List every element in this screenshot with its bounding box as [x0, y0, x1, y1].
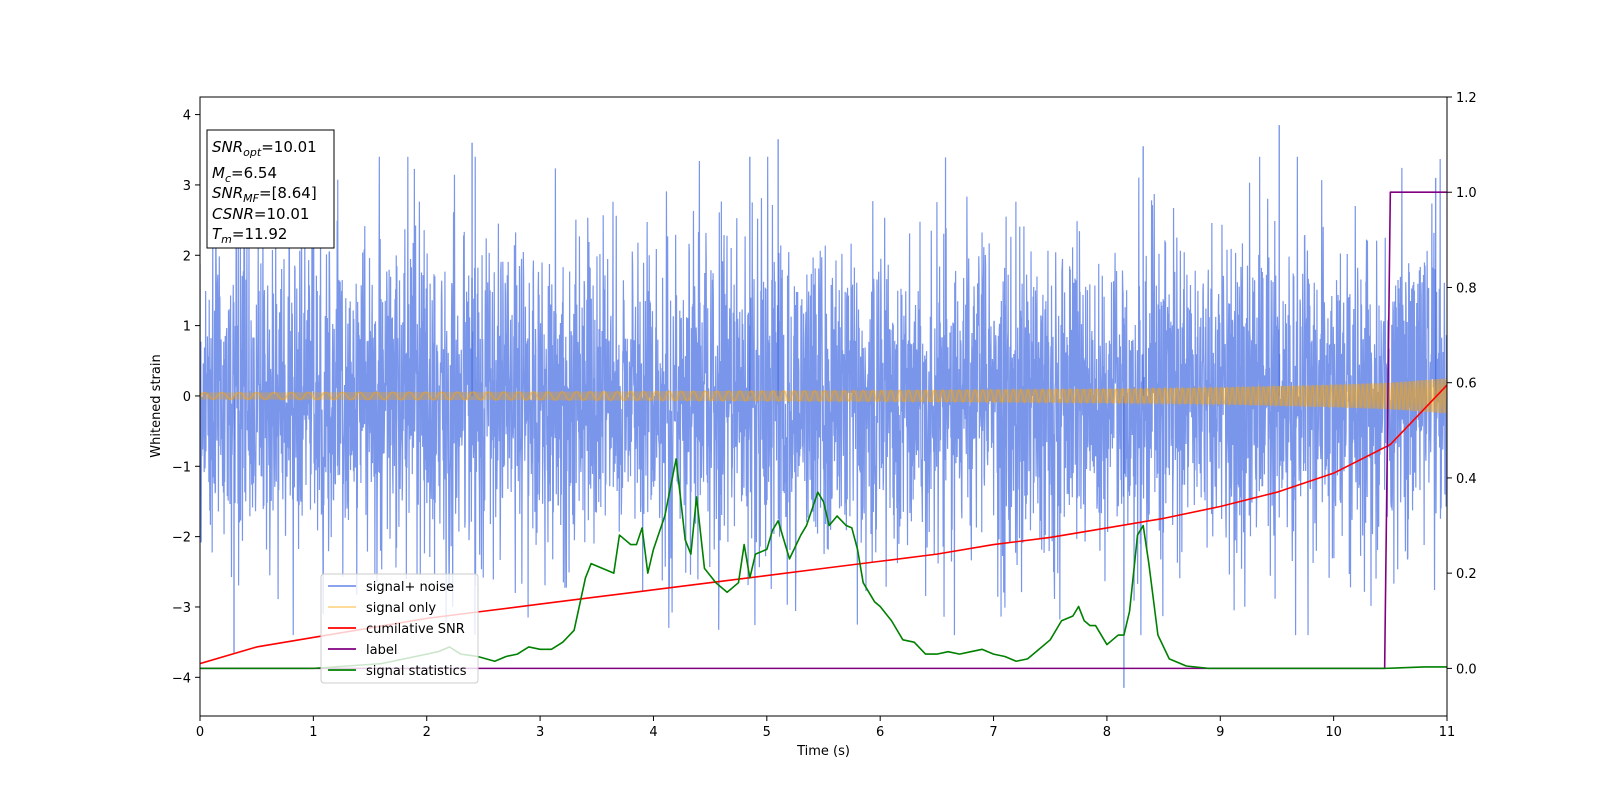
x-tick-label: 7	[989, 725, 997, 740]
legend-entry: label	[366, 643, 397, 658]
y-right-tick-label: 1.0	[1456, 186, 1477, 201]
y-tick-label: −4	[172, 671, 191, 686]
x-tick-label: 6	[876, 725, 884, 740]
y-tick-label: 1	[183, 320, 191, 335]
y-tick-label: −3	[172, 601, 191, 616]
x-tick-label: 1	[309, 725, 317, 740]
annotation-line: Tm=11.92	[212, 225, 287, 246]
signal-noise-peaks	[233, 125, 1437, 688]
annotation-line: SNRopt=10.01	[212, 138, 317, 159]
x-tick-label: 4	[649, 725, 657, 740]
annotation-line: SNRMF=[8.64]	[212, 184, 317, 205]
x-tick-label: 2	[423, 725, 431, 740]
y-axis-label: Whitened strain	[149, 354, 164, 457]
y-tick-label: 4	[183, 109, 191, 124]
legend-entry: signal only	[366, 601, 436, 616]
x-tick-label: 11	[1439, 725, 1456, 740]
x-tick-label: 3	[536, 725, 544, 740]
legend: signal+ noise signal only cumilative SNR la…	[320, 573, 479, 684]
series-signal-only-line	[200, 378, 1447, 414]
y-right-tick-label: 0.8	[1456, 281, 1477, 296]
y-right-tick-label: 0.6	[1456, 377, 1477, 392]
annotation-line: Mc=6.54	[212, 164, 277, 185]
annotation-box: SNRopt=10.01 Mc=6.54SNRMF=[8.64]CSNR=10.0…	[206, 129, 335, 249]
y-right-tick-label: 0.0	[1456, 662, 1477, 677]
y-right-tick-label: 0.2	[1456, 567, 1477, 582]
legend-entry: signal+ noise	[366, 580, 454, 595]
plot-frame	[199, 96, 1448, 717]
legend-entry: cumilative SNR	[366, 622, 465, 637]
signal-only-envelope	[200, 378, 1447, 414]
x-axis: 0 1 2 3 4 5 6 7 8 9 10 11	[196, 716, 1455, 740]
series-label-line	[200, 191, 1447, 670]
y-tick-label: −2	[172, 531, 191, 546]
series-signal-noise-line	[200, 156, 1447, 636]
x-axis-label: Time (s)	[796, 744, 850, 759]
x-tick-label: 9	[1216, 725, 1224, 740]
legend-entry: signal statistics	[366, 664, 467, 679]
y-axis-right: 0.0 0.2 0.4 0.6 0.8 1.0 1.2	[1447, 91, 1477, 677]
x-tick-label: 0	[196, 725, 204, 740]
y-tick-label: 2	[183, 249, 191, 264]
series-signal-statistics-line	[200, 458, 1447, 670]
legend-frame	[320, 573, 479, 684]
x-tick-label: 8	[1103, 725, 1111, 740]
y-tick-label: 0	[183, 390, 191, 405]
annotation-frame	[206, 129, 335, 249]
x-tick-label: 5	[763, 725, 771, 740]
annotation-line: CSNR=10.01	[212, 205, 309, 223]
y-right-tick-label: 0.4	[1456, 472, 1477, 487]
y-tick-label: −1	[172, 460, 191, 475]
y-axis-left: −4 −3 −2 −1 0 1 2 3 4	[172, 109, 200, 686]
y-right-tick-label: 1.2	[1456, 91, 1477, 106]
y-tick-label: 3	[183, 179, 191, 194]
x-tick-label: 10	[1325, 725, 1342, 740]
